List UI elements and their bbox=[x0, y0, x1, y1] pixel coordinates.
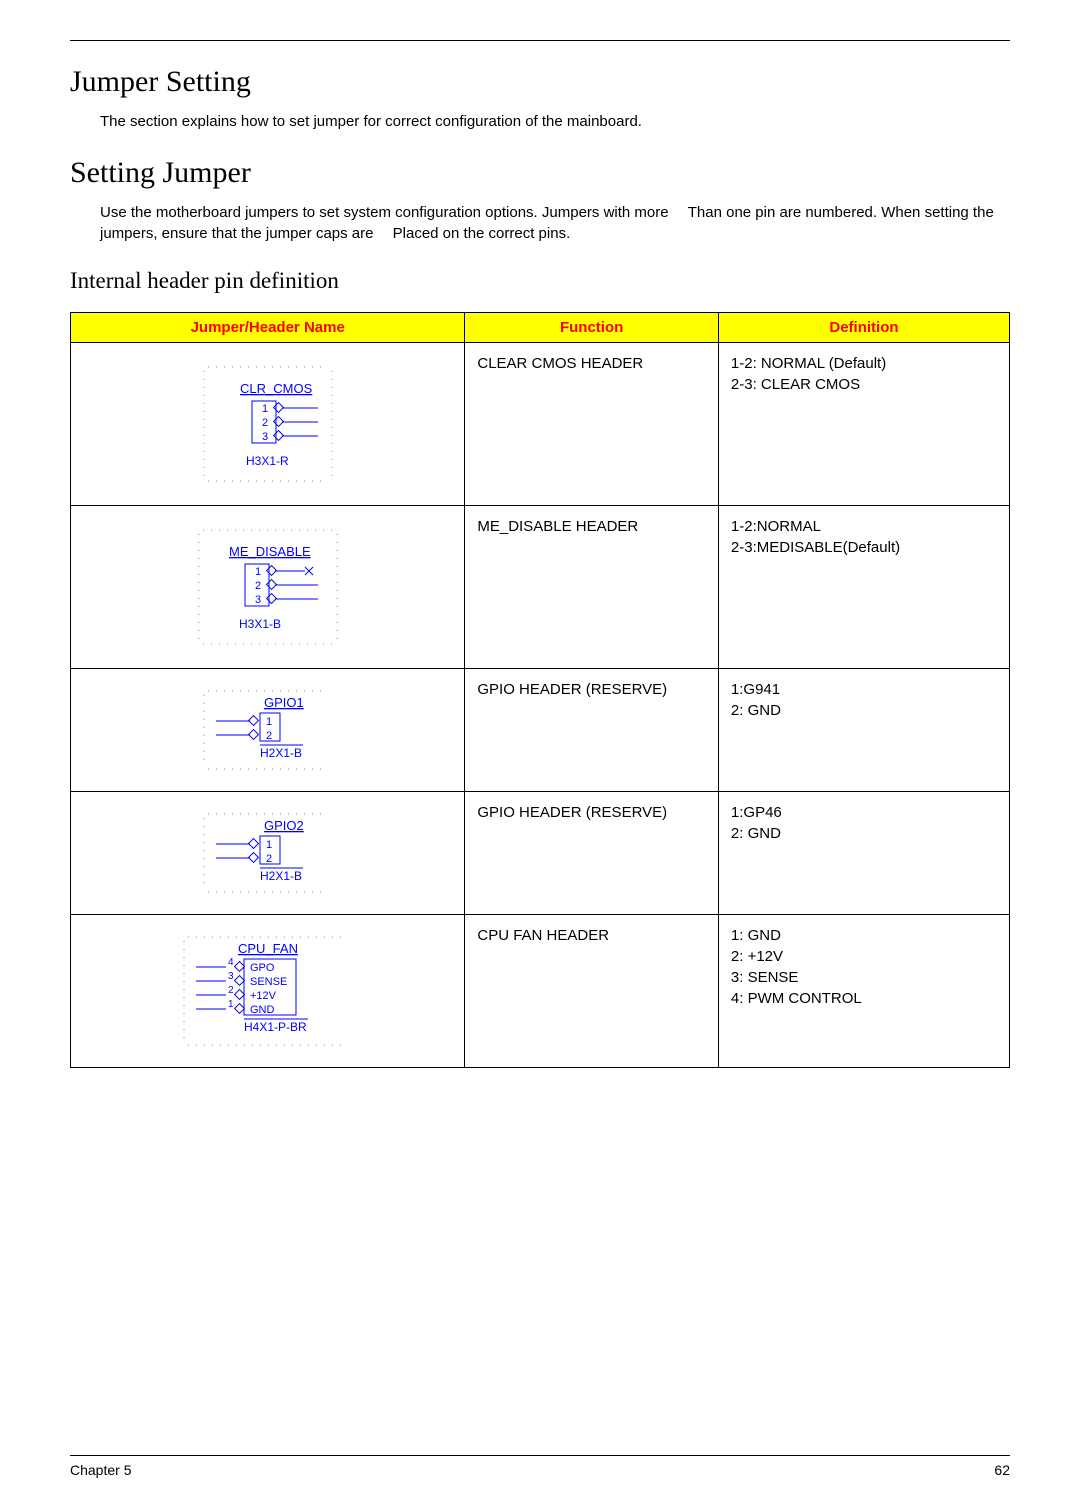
cpu-fan-diagram: CPU_FAN 4 GPO 3 SENSE 2 +1 bbox=[168, 931, 368, 1051]
diagram-footer: H4X1-P-BR bbox=[244, 1020, 307, 1034]
cell-function: ME_DISABLE HEADER bbox=[465, 506, 719, 669]
cell-definition: 1: GND 2: +12V 3: SENSE 4: PWM CONTROL bbox=[718, 915, 1009, 1068]
diagram-title: GPIO1 bbox=[264, 695, 304, 710]
clr-cmos-diagram: CLR_CMOS 1 2 3 bbox=[178, 359, 358, 489]
page-footer: Chapter 5 62 bbox=[70, 1455, 1010, 1478]
table-row: CPU_FAN 4 GPO 3 SENSE 2 +1 bbox=[71, 915, 1010, 1068]
cell-definition: 1:GP46 2: GND bbox=[718, 792, 1009, 915]
cell-definition: 1-2: NORMAL (Default) 2-3: CLEAR CMOS bbox=[718, 343, 1009, 506]
diagram-title: GPIO2 bbox=[264, 818, 304, 833]
svg-text:3: 3 bbox=[228, 971, 234, 982]
pin-definition-table: Jumper/Header Name Function Definition C… bbox=[70, 312, 1010, 1068]
svg-text:2: 2 bbox=[228, 985, 234, 996]
cell-definition: 1-2:NORMAL 2-3:MEDISABLE(Default) bbox=[718, 506, 1009, 669]
gpio1-diagram: GPIO1 1 2 H2X1-B bbox=[188, 685, 348, 775]
svg-text:2: 2 bbox=[266, 730, 272, 742]
svg-text:1: 1 bbox=[266, 716, 272, 728]
table-row: GPIO1 1 2 H2X1-B GPIO HEADER (RESERVE) 1 bbox=[71, 669, 1010, 792]
th-function: Function bbox=[465, 313, 719, 343]
diagram-footer: H2X1-B bbox=[260, 869, 302, 883]
me-disable-diagram: ME_DISABLE 1 2 3 H3X1-B bbox=[173, 522, 363, 652]
cell-function: CPU FAN HEADER bbox=[465, 915, 719, 1068]
diagram-footer: H2X1-B bbox=[260, 746, 302, 760]
cell-diagram: ME_DISABLE 1 2 3 H3X1-B bbox=[71, 506, 465, 669]
svg-text:1: 1 bbox=[262, 403, 268, 415]
table-row: ME_DISABLE 1 2 3 H3X1-B bbox=[71, 506, 1010, 669]
cell-diagram: GPIO1 1 2 H2X1-B bbox=[71, 669, 465, 792]
svg-text:2: 2 bbox=[266, 853, 272, 865]
svg-text:2: 2 bbox=[255, 580, 261, 592]
cell-function: GPIO HEADER (RESERVE) bbox=[465, 669, 719, 792]
diagram-title: ME_DISABLE bbox=[229, 544, 311, 559]
jumper-setting-body: The section explains how to set jumper f… bbox=[100, 111, 1010, 132]
svg-text:3: 3 bbox=[262, 431, 268, 443]
gpio2-diagram: GPIO2 1 2 H2X1-B bbox=[188, 808, 348, 898]
th-name: Jumper/Header Name bbox=[71, 313, 465, 343]
cell-diagram: CPU_FAN 4 GPO 3 SENSE 2 +1 bbox=[71, 915, 465, 1068]
footer-chapter: Chapter 5 bbox=[70, 1462, 131, 1478]
heading-internal-header: Internal header pin definition bbox=[70, 268, 1010, 294]
cell-diagram: CLR_CMOS 1 2 3 bbox=[71, 343, 465, 506]
svg-text:1: 1 bbox=[255, 566, 261, 578]
heading-jumper-setting: Jumper Setting bbox=[70, 65, 1010, 99]
cell-definition: 1:G941 2: GND bbox=[718, 669, 1009, 792]
diagram-title: CPU_FAN bbox=[238, 941, 298, 956]
setting-jumper-body: Use the motherboard jumpers to set syste… bbox=[100, 202, 1010, 244]
svg-text:SENSE: SENSE bbox=[250, 976, 287, 988]
svg-text:1: 1 bbox=[228, 999, 234, 1010]
svg-text:2: 2 bbox=[262, 417, 268, 429]
svg-text:GND: GND bbox=[250, 1004, 275, 1016]
top-rule bbox=[70, 40, 1010, 41]
table-row: CLR_CMOS 1 2 3 bbox=[71, 343, 1010, 506]
heading-setting-jumper: Setting Jumper bbox=[70, 156, 1010, 190]
cell-function: CLEAR CMOS HEADER bbox=[465, 343, 719, 506]
table-row: GPIO2 1 2 H2X1-B GPIO HEADER (RESERVE) 1 bbox=[71, 792, 1010, 915]
svg-text:GPO: GPO bbox=[250, 962, 275, 974]
diagram-footer: H3X1-R bbox=[246, 454, 289, 468]
svg-text:4: 4 bbox=[228, 957, 234, 968]
svg-text:3: 3 bbox=[255, 594, 261, 606]
cell-function: GPIO HEADER (RESERVE) bbox=[465, 792, 719, 915]
th-definition: Definition bbox=[718, 313, 1009, 343]
footer-page-number: 62 bbox=[994, 1462, 1010, 1478]
svg-text:+12V: +12V bbox=[250, 990, 277, 1002]
diagram-title: CLR_CMOS bbox=[240, 381, 313, 396]
diagram-footer: H3X1-B bbox=[239, 617, 281, 631]
cell-diagram: GPIO2 1 2 H2X1-B bbox=[71, 792, 465, 915]
svg-text:1: 1 bbox=[266, 839, 272, 851]
